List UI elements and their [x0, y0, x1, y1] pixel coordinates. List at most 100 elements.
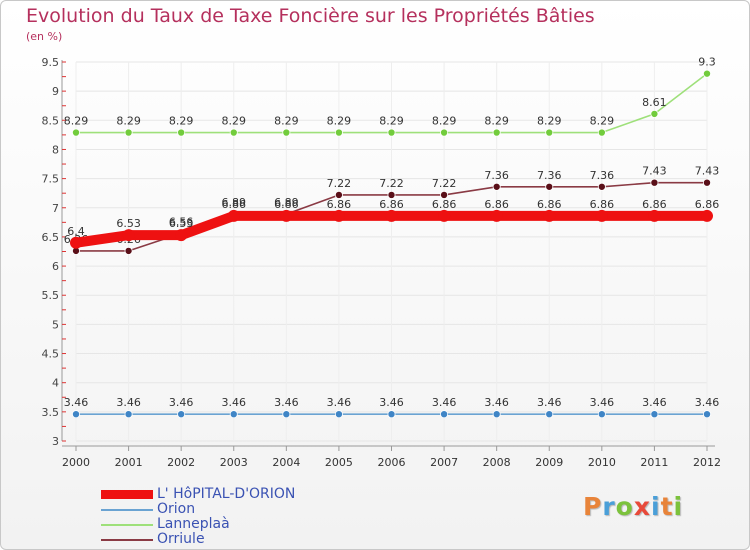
data-label: 8.61 [642, 96, 667, 109]
data-label: 6.4 [67, 225, 85, 238]
data-point [597, 410, 606, 419]
y-tick-label: 8.5 [42, 114, 60, 127]
data-point [650, 410, 659, 419]
data-label: 3.46 [695, 396, 720, 409]
legend: L' HôPITAL-D'ORION Orion Lanneplaà Orriule [101, 487, 295, 547]
data-point [282, 128, 291, 137]
data-point [124, 246, 133, 255]
data-point [282, 410, 291, 419]
data-point [440, 128, 449, 137]
y-tick-label: 4 [52, 377, 59, 390]
legend-swatch [101, 538, 153, 541]
y-tick-label: 9 [52, 85, 59, 98]
data-label: 8.29 [274, 115, 299, 128]
data-label: 8.29 [222, 115, 247, 128]
legend-item: Orion [101, 502, 295, 517]
data-label: 6.56 [169, 215, 194, 228]
x-tick-label: 2002 [167, 456, 195, 469]
y-tick-label: 3 [52, 435, 59, 448]
data-label: 6.89 [274, 196, 299, 209]
data-point [440, 190, 449, 199]
x-tick-label: 2007 [430, 456, 458, 469]
y-tick-label: 7 [52, 202, 59, 215]
unit-label: (en %) [26, 30, 63, 43]
data-label: 8.29 [327, 115, 352, 128]
data-point [440, 410, 449, 419]
data-point [703, 178, 712, 187]
data-label: 3.46 [327, 396, 352, 409]
data-point [597, 182, 606, 191]
legend-label: Lanneplaà [157, 516, 230, 532]
data-point [124, 128, 133, 137]
data-label: 6.86 [222, 198, 247, 211]
legend-label: Orion [157, 501, 196, 517]
data-label: 7.43 [695, 165, 720, 178]
data-point [490, 209, 503, 222]
data-label: 3.46 [274, 396, 299, 409]
data-label: 6.86 [695, 198, 720, 211]
data-label: 3.46 [379, 396, 404, 409]
data-point [122, 229, 135, 242]
x-tick-label: 2003 [220, 456, 248, 469]
data-label: 6.86 [590, 198, 615, 211]
data-point [595, 209, 608, 222]
data-point [124, 410, 133, 419]
data-label: 3.46 [116, 396, 141, 409]
data-point [334, 128, 343, 137]
y-tick-label: 5 [52, 318, 59, 331]
x-tick-label: 2012 [693, 456, 721, 469]
proxiti-logo: Proxiti [583, 492, 684, 521]
x-tick-label: 2011 [640, 456, 668, 469]
data-point [72, 128, 81, 137]
x-tick-label: 2001 [115, 456, 143, 469]
data-label: 3.46 [222, 396, 247, 409]
data-point [229, 410, 238, 419]
data-label: 3.46 [537, 396, 562, 409]
data-label: 7.22 [432, 177, 457, 190]
chart-title: Evolution du Taux de Taxe Foncière sur l… [26, 5, 595, 27]
y-tick-label: 7.5 [42, 173, 60, 186]
data-label: 3.46 [169, 396, 194, 409]
y-tick-label: 5.5 [42, 289, 60, 302]
data-point [387, 190, 396, 199]
x-tick-label: 2006 [378, 456, 406, 469]
data-label: 6.86 [327, 198, 352, 211]
x-tick-label: 2005 [325, 456, 353, 469]
data-label: 3.46 [642, 396, 667, 409]
data-label: 6.89 [222, 196, 247, 209]
y-tick-label: 6 [52, 260, 59, 273]
data-point [177, 410, 186, 419]
legend-label: Orriule [157, 531, 205, 547]
data-point [703, 410, 712, 419]
data-point [438, 209, 451, 222]
data-label: 6.86 [274, 198, 299, 211]
data-point [545, 128, 554, 137]
data-point [650, 109, 659, 118]
data-label: 3.46 [590, 396, 615, 409]
data-point [70, 236, 82, 249]
legend-item: Orriule [101, 532, 295, 547]
data-label: 7.22 [379, 177, 404, 190]
data-point [332, 209, 345, 222]
data-point [177, 128, 186, 137]
data-label: 6.53 [116, 217, 141, 230]
x-tick-label: 2010 [588, 456, 616, 469]
x-tick-label: 2000 [62, 456, 90, 469]
data-label: 7.36 [484, 169, 509, 182]
data-label: 8.29 [379, 115, 404, 128]
data-label: 6.86 [537, 198, 562, 211]
data-label: 6.53 [169, 217, 194, 230]
data-point [280, 209, 293, 222]
data-label: 7.36 [590, 169, 615, 182]
x-tick-label: 2004 [272, 456, 300, 469]
data-point [334, 190, 343, 199]
data-point [387, 410, 396, 419]
data-point [648, 209, 661, 222]
data-point [492, 128, 501, 137]
data-point [175, 229, 188, 242]
data-label: 7.22 [327, 177, 352, 190]
data-label: 8.29 [64, 115, 89, 128]
x-tick-label: 2008 [483, 456, 511, 469]
